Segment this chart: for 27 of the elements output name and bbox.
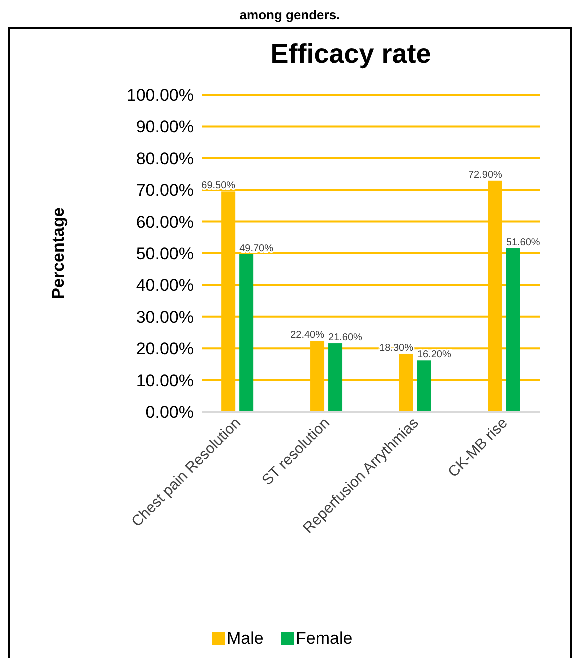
data-label: 22.40% [290, 330, 325, 341]
y-tick-label: 80.00% [136, 149, 194, 168]
legend-label: Female [296, 629, 353, 648]
data-label: 69.50% [202, 180, 236, 192]
bar [417, 360, 432, 412]
y-tick-label: 0.00% [146, 402, 194, 422]
data-label: 51.60% [506, 237, 540, 248]
text: among genders. [240, 8, 340, 23]
y-tick-label: 70.00% [136, 181, 194, 200]
data-label: 21.60% [328, 332, 363, 344]
bar [506, 248, 520, 412]
y-axis-title: Percentage [49, 208, 68, 300]
bar [328, 344, 343, 412]
y-tick-label: 60.00% [136, 212, 194, 232]
bar [240, 254, 254, 412]
y-tick-label: 50.00% [136, 244, 194, 264]
chart-title: Efficacy rate [270, 39, 432, 69]
y-tick-label: 40.00% [136, 276, 194, 296]
data-label: 49.70% [240, 243, 274, 254]
y-tick-label: 30.00% [136, 308, 194, 327]
data-label: 16.20% [417, 350, 452, 361]
y-tick-label: 10.00% [136, 371, 194, 390]
data-label: 72.90% [468, 170, 503, 181]
y-tick-label: 100.00% [126, 86, 194, 105]
y-tick-label: 90.00% [136, 118, 194, 137]
legend-label: Male [227, 629, 264, 648]
y-tick-label: 20.00% [136, 340, 194, 359]
